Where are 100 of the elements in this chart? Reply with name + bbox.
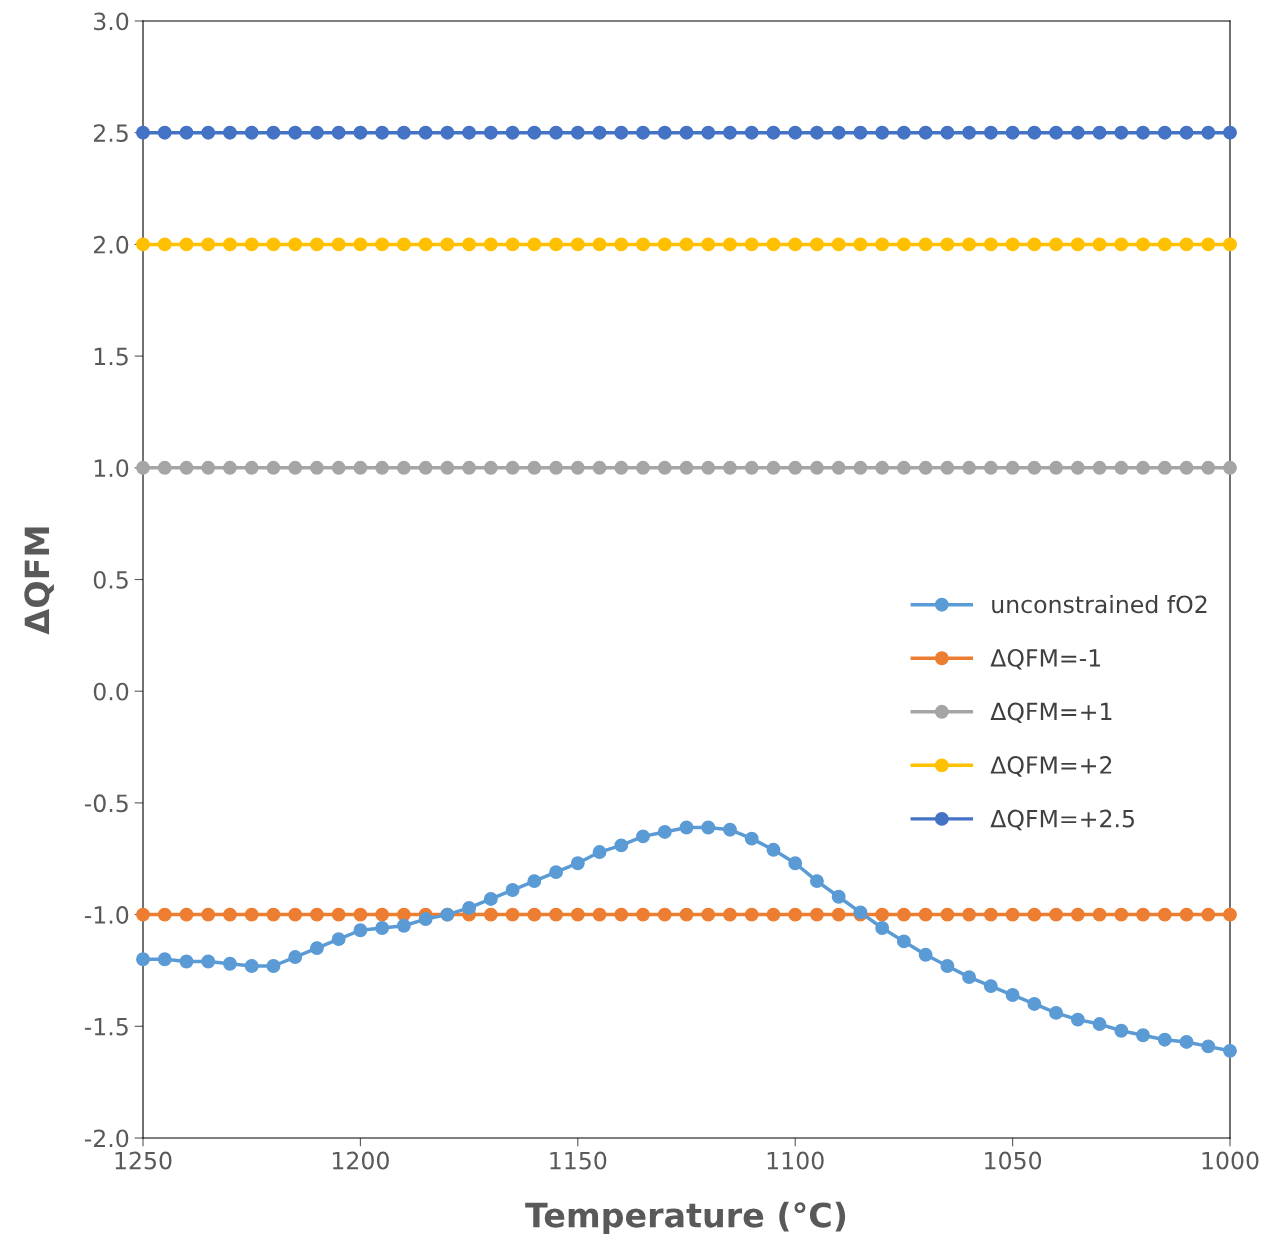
point (1114, 907, 1129, 922)
point (1223, 237, 1237, 252)
point (1005, 237, 1020, 252)
point (1027, 997, 1042, 1011)
point (983, 907, 998, 922)
point (875, 125, 890, 140)
point (809, 125, 824, 140)
point (962, 125, 977, 140)
point (614, 237, 629, 252)
point (788, 856, 803, 871)
point (157, 460, 172, 475)
point (375, 460, 390, 475)
point (570, 856, 585, 871)
point (962, 460, 977, 475)
point (592, 460, 607, 475)
x-tick-label: 1000 (1202, 1151, 1259, 1170)
point (288, 125, 303, 140)
point (679, 237, 694, 252)
point (831, 907, 846, 922)
point (266, 125, 281, 140)
point (657, 125, 672, 140)
point (549, 907, 564, 922)
point (1092, 907, 1107, 922)
point (1005, 460, 1020, 475)
point (636, 829, 650, 844)
point (1201, 460, 1216, 475)
point (853, 460, 868, 475)
point (549, 460, 564, 475)
point (1223, 907, 1237, 922)
point (396, 125, 411, 140)
point (636, 907, 650, 922)
point (1049, 125, 1064, 140)
point (853, 237, 868, 252)
point (636, 460, 650, 475)
point (396, 918, 411, 933)
point (527, 460, 542, 475)
point (1179, 1034, 1194, 1049)
point (918, 460, 933, 475)
point (983, 125, 998, 140)
point (896, 460, 911, 475)
point (136, 125, 150, 140)
y-tick-label: 1.5 (94, 347, 128, 366)
point (1114, 1023, 1129, 1038)
point (440, 125, 455, 140)
y-tick-label: -0.5 (84, 794, 128, 813)
point (1179, 237, 1194, 252)
point (201, 237, 216, 252)
point (636, 237, 650, 252)
point (331, 932, 346, 947)
point (1070, 1012, 1085, 1027)
point (962, 907, 977, 922)
point (223, 125, 237, 140)
point (1201, 907, 1216, 922)
x-tick-label: 1200 (332, 1151, 389, 1170)
point (1157, 125, 1172, 140)
point (983, 237, 998, 252)
point (1005, 907, 1020, 922)
point (309, 125, 324, 140)
point (701, 237, 716, 252)
y-tick-label: 0.0 (93, 682, 129, 701)
point (701, 125, 716, 140)
point (1114, 460, 1129, 475)
point (1027, 125, 1042, 140)
point (592, 125, 607, 140)
point (1223, 1043, 1237, 1058)
point (1136, 1028, 1150, 1043)
point (201, 125, 216, 140)
point (918, 237, 933, 252)
x-tick-label: 1250 (115, 1151, 172, 1170)
point (1136, 460, 1150, 475)
point (831, 889, 846, 904)
point (266, 907, 281, 922)
point (288, 460, 303, 475)
point (549, 125, 564, 140)
point (809, 874, 824, 889)
legend-label: ΔQFM=-1 (990, 648, 1101, 670)
point (527, 874, 542, 889)
point (592, 237, 607, 252)
point (788, 125, 803, 140)
point (1157, 907, 1172, 922)
point (179, 125, 194, 140)
point (570, 125, 585, 140)
point (1157, 237, 1172, 252)
point (592, 907, 607, 922)
point (1179, 460, 1194, 475)
point (875, 460, 890, 475)
point (1005, 988, 1020, 1002)
point (1179, 907, 1194, 922)
y-tick-label: -1.5 (84, 1018, 128, 1036)
y-tick-label: -1.0 (84, 906, 129, 924)
point (1114, 237, 1129, 252)
point (375, 237, 390, 252)
point (831, 460, 846, 475)
point (396, 237, 411, 252)
point (483, 892, 498, 906)
y-tick-label: 3.0 (94, 12, 129, 31)
point (266, 237, 281, 252)
point (809, 237, 824, 252)
point (1092, 460, 1107, 475)
point (1157, 1032, 1172, 1047)
